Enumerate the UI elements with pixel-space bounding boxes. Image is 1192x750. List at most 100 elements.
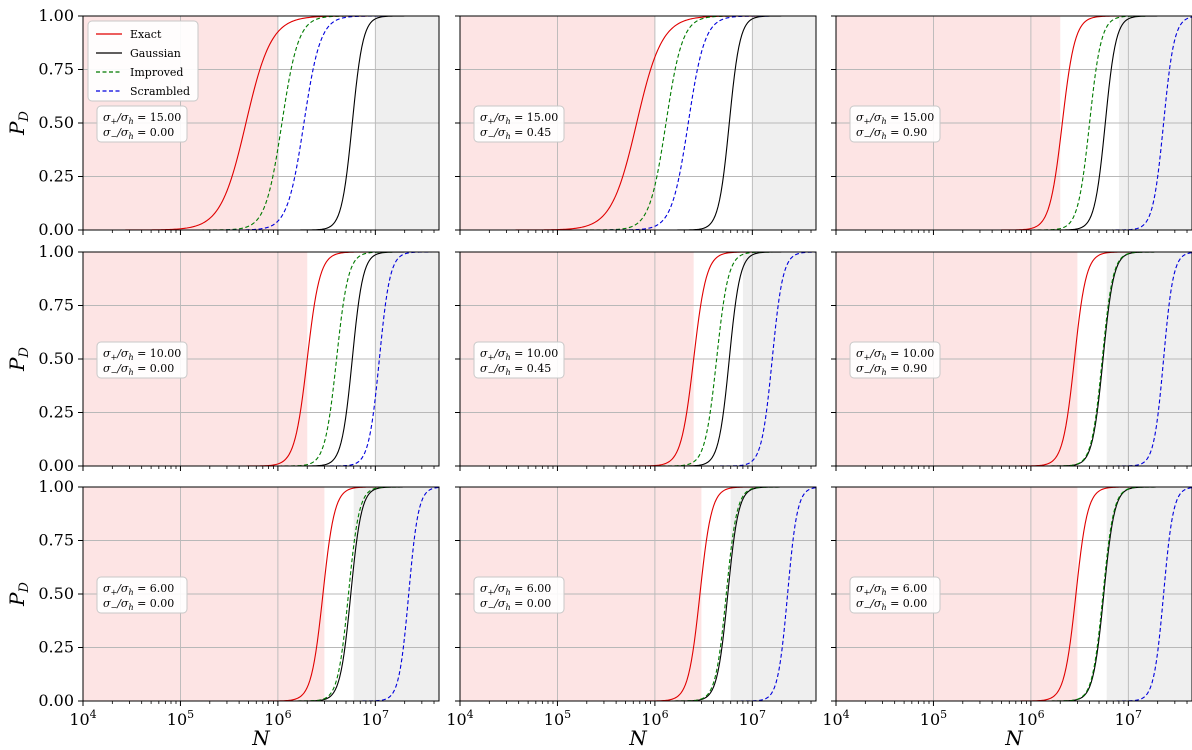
legend-box [87,20,199,102]
panel-2-1: 104 105 106 107 Nσ+/σh = 6.00σ−/σh = 0.00 [446,486,817,750]
annotation-line: σ+/σh = 6.00 [480,582,551,597]
sigma-annotation: σ+/σh = 10.00σ−/σh = 0.45 [473,341,565,379]
x-tick-label: 107 [1115,708,1142,729]
x-tick-label: 107 [362,708,389,729]
sigma-annotation: σ+/σh = 6.00σ−/σh = 0.00 [473,576,565,614]
panel-0-1: σ+/σh = 15.00σ−/σh = 0.45 [455,15,817,235]
y-axis-title: PD [5,581,32,606]
annotation-box [473,341,565,379]
annotation-line: σ−/σh = 0.45 [480,362,551,377]
x-tick-label: 105 [544,708,571,729]
annotation-box [473,576,565,614]
x-axis-title: N [628,726,648,750]
annotation-line: σ−/σh = 0.90 [856,362,927,377]
annotation-line: σ−/σh = 0.00 [103,126,174,141]
sigma-annotation: σ+/σh = 10.00σ−/σh = 0.90 [849,341,941,379]
x-tick-label: 104 [446,708,473,729]
panel-1-1: σ+/σh = 10.00σ−/σh = 0.45 [455,251,817,471]
annotation-box [96,576,188,614]
series-improved-line [836,487,1192,701]
series-improved-line [83,16,439,230]
sigma-annotation: σ+/σh = 15.00σ−/σh = 0.00 [96,105,188,143]
annotation-line: σ−/σh = 0.90 [856,126,927,141]
sigma-annotation: σ+/σh = 15.00σ−/σh = 0.45 [473,105,565,143]
annotation-line: σ+/σh = 10.00 [480,347,558,362]
y-tick-label: 0.00 [38,220,74,239]
x-axis-title: N [251,726,271,750]
y-tick-label: 0.00 [38,691,74,710]
annotation-box [849,576,941,614]
y-tick-label: 0.50 [38,113,74,132]
series-scrambled-line [83,252,439,466]
series-gaussian-line [83,252,439,466]
annotation-line: σ+/σh = 10.00 [103,347,181,362]
x-tick-label: 105 [167,708,194,729]
panel-1-2: σ+/σh = 10.00σ−/σh = 0.90 [831,251,1192,471]
x-tick-label: 106 [1017,708,1044,729]
series-improved-line [460,16,816,230]
annotation-line: σ−/σh = 0.00 [480,597,551,612]
series-scrambled-line [83,16,439,230]
sigma-annotation: σ+/σh = 15.00σ−/σh = 0.90 [849,105,941,143]
legend-label-improved: Improved [130,66,183,79]
annotation-line: σ+/σh = 6.00 [103,582,174,597]
annotation-box [849,105,941,143]
x-tick-label: 104 [69,708,96,729]
y-axis-title: PD [5,110,32,135]
annotation-box [473,105,565,143]
x-tick-label: 106 [264,708,291,729]
annotation-line: σ−/σh = 0.00 [103,362,174,377]
y-tick-label: 0.75 [38,60,74,79]
x-tick-label: 104 [822,708,849,729]
y-tick-label: 0.75 [38,531,74,550]
legend-label-exact: Exact [130,28,162,41]
series-gaussian-line [460,16,816,230]
series-improved-line [83,487,439,701]
annotation-box [849,341,941,379]
y-tick-label: 0.25 [38,403,74,422]
panel-0-2: σ+/σh = 15.00σ−/σh = 0.90 [831,15,1192,235]
annotation-line: σ−/σh = 0.00 [856,597,927,612]
annotation-line: σ+/σh = 15.00 [856,111,934,126]
y-tick-label: 1.00 [38,242,74,261]
legend: Exact Gaussian Improved Scrambled [87,20,199,102]
series-gaussian-line [836,16,1192,230]
y-axis-title: PD [5,346,32,371]
y-tick-label: 0.75 [38,296,74,315]
annotation-box [96,341,188,379]
y-tick-label: 0.00 [38,456,74,475]
annotation-line: σ−/σh = 0.45 [480,126,551,141]
sigma-annotation: σ+/σh = 10.00σ−/σh = 0.00 [96,341,188,379]
grid [82,252,439,466]
y-tick-label: 0.25 [38,167,74,186]
x-tick-label: 105 [920,708,947,729]
x-tick-label: 106 [641,708,668,729]
series-gaussian-line [460,252,816,466]
y-tick-label: 0.50 [38,349,74,368]
annotation-line: σ+/σh = 6.00 [856,582,927,597]
panel-1-0: 0.00 0.25 0.50 0.75 1.00 PD σ+/σh = 10.00σ−/σh… [5,242,440,475]
y-tick-label: 1.00 [38,6,74,25]
annotation-line: σ−/σh = 0.00 [103,597,174,612]
y-tick-label: 0.25 [38,638,74,657]
annotation-line: σ+/σh = 15.00 [480,111,558,126]
series-improved-line [460,487,816,701]
series-improved-line [836,252,1192,466]
series-scrambled-line [460,252,816,466]
legend-label-gaussian: Gaussian [130,47,181,60]
panel-2-2: 104 105 106 107 Nσ+/σh = 6.00σ−/σh = 0.00 [822,486,1192,750]
sigma-annotation: σ+/σh = 6.00σ−/σh = 0.00 [96,576,188,614]
annotation-line: σ+/σh = 10.00 [856,347,934,362]
panel-2-0: 0.00 0.25 0.50 0.75 1.00 PD 104 105 106 107 Nσ+/σh… [5,477,440,750]
annotation-line: σ+/σh = 15.00 [103,111,181,126]
annotation-box [96,105,188,143]
x-tick-label: 107 [739,708,766,729]
sigma-annotation: σ+/σh = 6.00σ−/σh = 0.00 [849,576,941,614]
x-axis-title: N [1004,726,1024,750]
panel-0-0: 0.00 0.25 0.50 0.75 1.00 PD σ+/σh = 15.00σ−/σh… [5,6,440,239]
y-tick-label: 1.00 [38,477,74,496]
y-tick-label: 0.50 [38,584,74,603]
series-gaussian-line [83,16,439,230]
legend-label-scrambled: Scrambled [130,85,190,98]
